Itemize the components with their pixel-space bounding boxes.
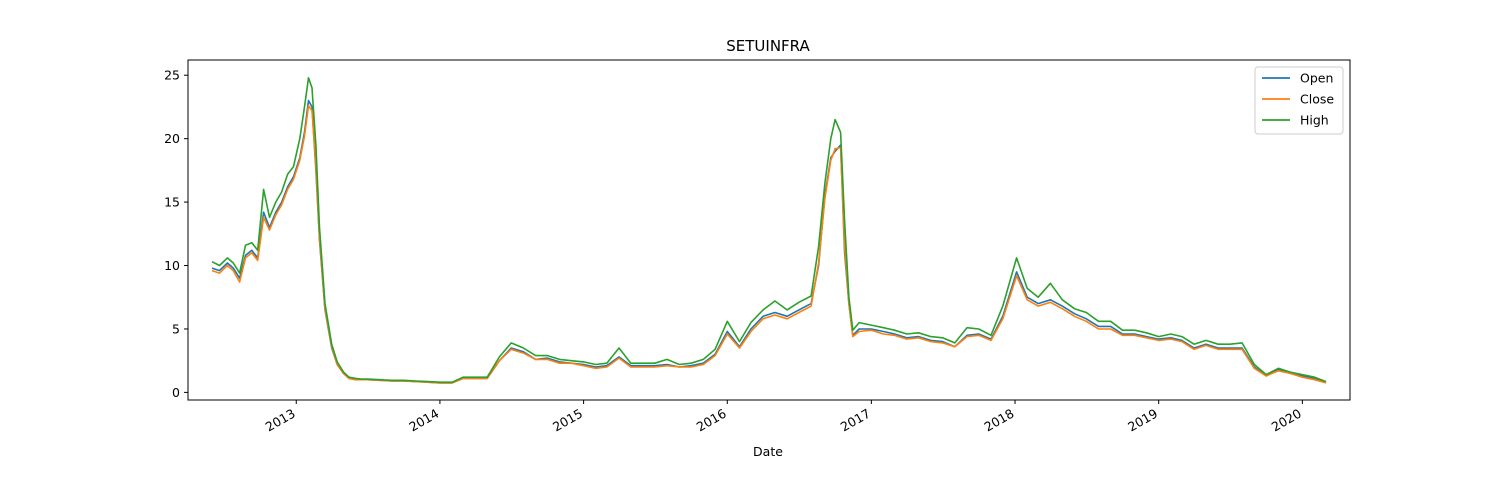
legend-label-close: Close — [1300, 92, 1334, 107]
y-tick-label: 25 — [164, 68, 180, 83]
y-tick-label: 0 — [172, 385, 180, 400]
series-line-high — [211, 77, 1327, 384]
y-tick-label: 20 — [164, 131, 180, 146]
legend-label-open: Open — [1300, 71, 1333, 86]
legend: Open Close High — [1254, 66, 1344, 135]
x-axis-label: Date — [753, 444, 783, 459]
y-tick-label: 5 — [172, 321, 180, 336]
y-tick-label: 10 — [164, 258, 180, 273]
legend-box — [1254, 66, 1344, 135]
y-tick-label: 15 — [164, 195, 180, 210]
plot-area-frame — [187, 59, 1351, 401]
series-layer — [211, 77, 1327, 384]
legend-label-high: High — [1300, 113, 1329, 128]
chart-title: SETUINFRA — [726, 37, 810, 55]
y-axis: 0 5 10 15 20 25 — [164, 68, 188, 400]
